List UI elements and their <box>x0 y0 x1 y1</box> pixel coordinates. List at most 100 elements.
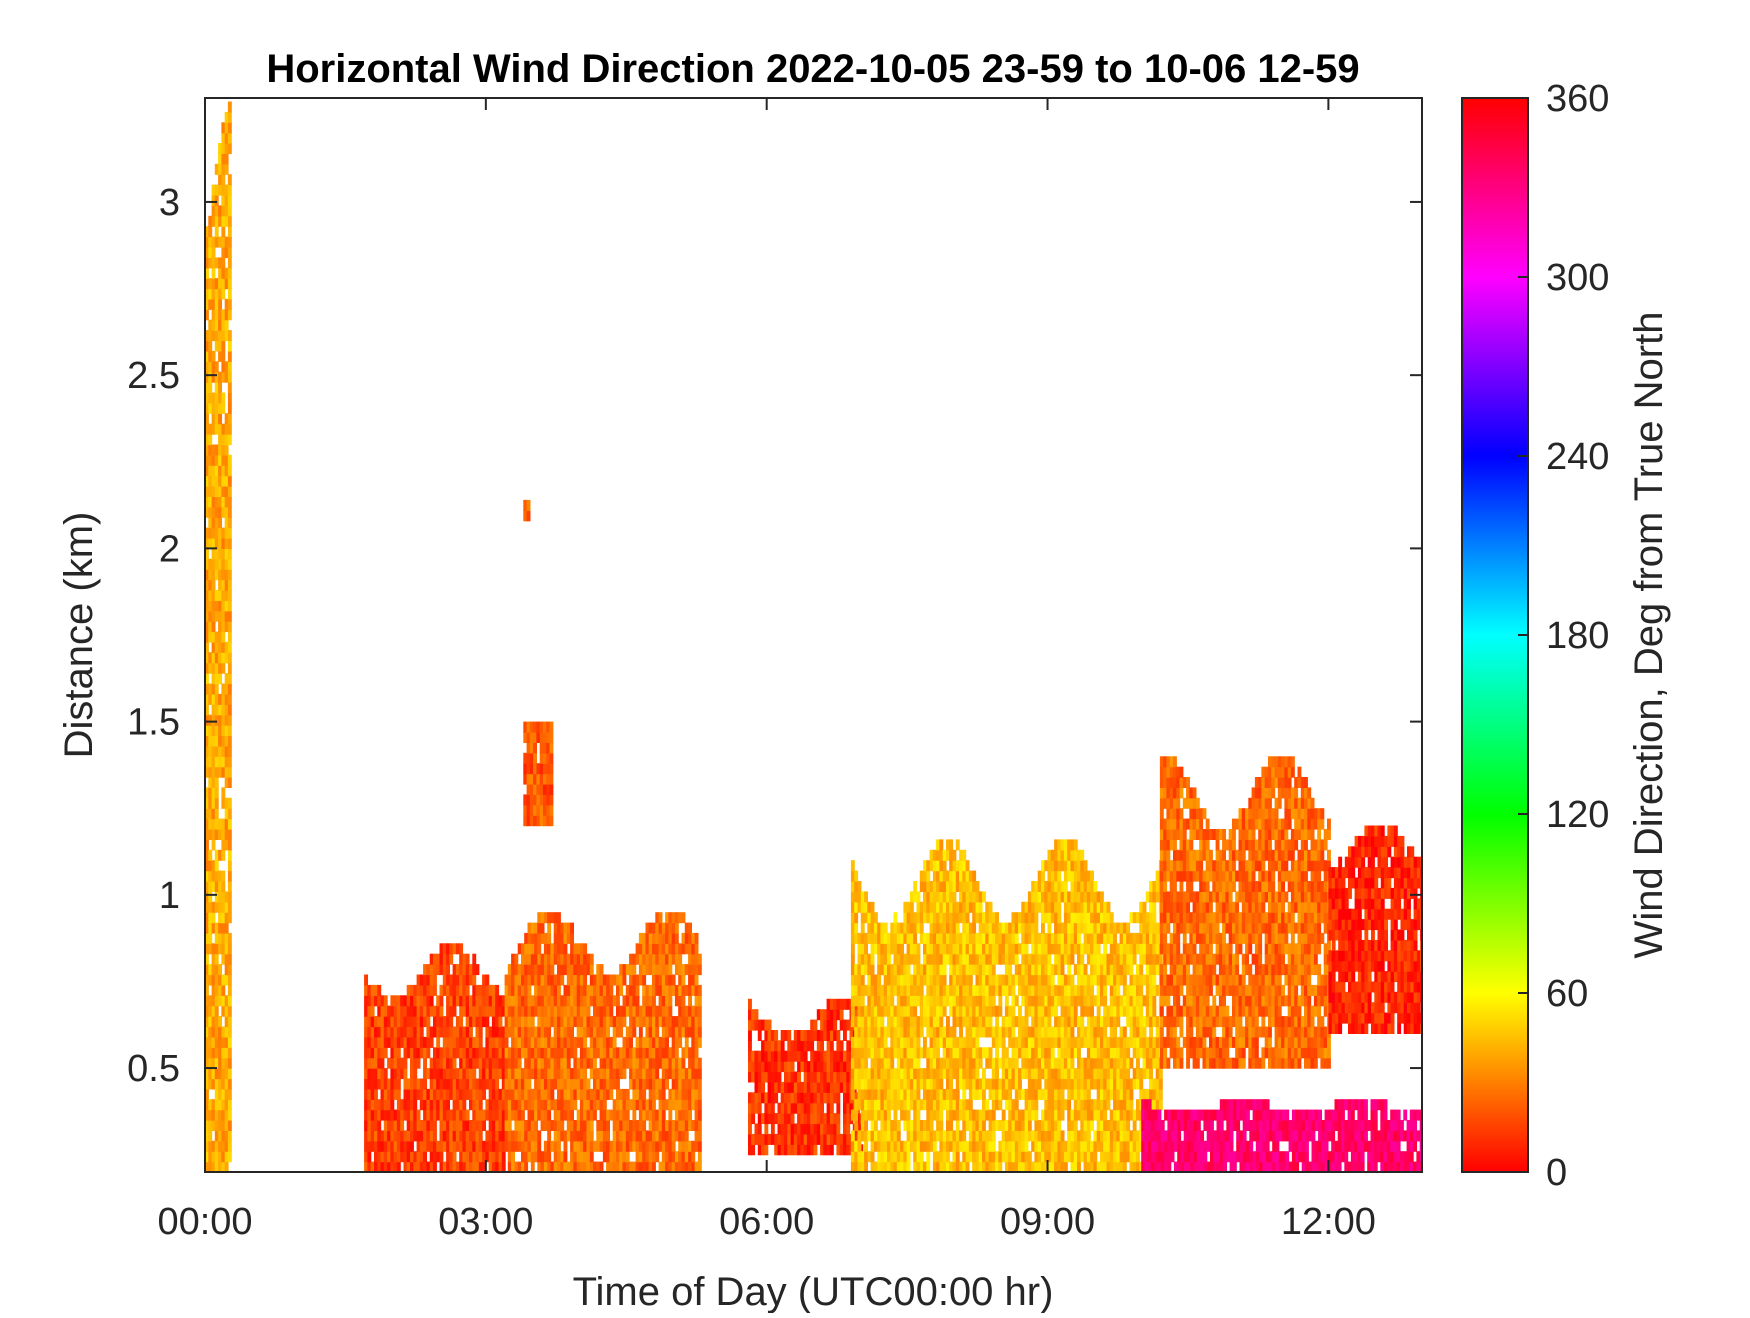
heatmap-cell <box>218 548 222 560</box>
heatmap-cell <box>211 454 216 466</box>
heatmap-cell <box>780 1092 785 1104</box>
heatmap-cell <box>455 974 460 986</box>
heatmap-cell <box>674 1130 679 1142</box>
heatmap-cell <box>767 1113 772 1125</box>
heatmap-cell <box>423 1109 427 1121</box>
heatmap-cell <box>946 881 950 892</box>
heatmap-cell <box>826 1040 831 1052</box>
heatmap-cell <box>211 1099 216 1111</box>
heatmap-cell <box>609 995 614 1007</box>
heatmap-cell <box>661 1005 666 1017</box>
heatmap-cell <box>387 1016 391 1028</box>
heatmap-cell <box>906 1120 911 1131</box>
heatmap-cell <box>648 1151 653 1163</box>
heatmap-cell <box>224 413 229 425</box>
heatmap-cell <box>566 995 571 1007</box>
heatmap-cell <box>648 1130 653 1142</box>
heatmap-cell <box>530 974 535 986</box>
heatmap-cell <box>629 1068 633 1080</box>
heatmap-cell <box>652 1130 656 1142</box>
heatmap-cell <box>681 912 686 924</box>
heatmap-cell <box>455 1120 460 1131</box>
heatmap-cell <box>972 1120 977 1131</box>
heatmap-cell <box>684 1078 689 1090</box>
heatmap-cell <box>527 943 532 955</box>
heatmap-cell <box>655 1026 660 1038</box>
heatmap-cell <box>524 943 529 955</box>
heatmap-cell <box>1008 1078 1013 1090</box>
heatmap-cell <box>1011 1140 1016 1152</box>
heatmap-cell <box>563 1078 568 1090</box>
heatmap-cell <box>1067 870 1072 882</box>
heatmap-cell <box>205 912 209 924</box>
heatmap-cell <box>952 995 957 1007</box>
heatmap-cell <box>1067 1120 1072 1131</box>
heatmap-cell <box>900 922 904 934</box>
heatmap-cell <box>1018 1068 1022 1080</box>
heatmap-cell <box>570 1161 574 1172</box>
heatmap-cell <box>537 922 542 934</box>
heatmap-cell <box>534 1026 538 1038</box>
heatmap-cell <box>475 1151 480 1163</box>
heatmap-cell <box>227 382 232 394</box>
heatmap-cell <box>890 1005 895 1017</box>
heatmap-cell <box>211 1120 216 1131</box>
heatmap-cell <box>393 1161 398 1172</box>
heatmap-cell <box>563 1036 568 1048</box>
heatmap-cell <box>419 1140 424 1152</box>
heatmap-cell <box>205 683 209 695</box>
heatmap-cell <box>205 247 209 258</box>
heatmap-cell <box>913 964 918 976</box>
heatmap-cell <box>864 1120 868 1131</box>
heatmap-cell <box>367 1047 372 1059</box>
heatmap-cell <box>501 1151 506 1163</box>
heatmap-cell <box>870 1016 875 1028</box>
heatmap-cell <box>843 1123 847 1135</box>
heatmap-cell <box>1063 870 1068 882</box>
heatmap-cell <box>909 1026 914 1038</box>
heatmap-cell <box>813 1144 818 1156</box>
heatmap-cell <box>589 1088 594 1100</box>
heatmap-cell <box>1067 974 1072 986</box>
heatmap-cell <box>1057 1161 1062 1172</box>
heatmap-cell <box>1050 1068 1055 1080</box>
heatmap-cell <box>836 1071 841 1083</box>
heatmap-cell <box>557 1088 561 1100</box>
heatmap-cell <box>665 1016 669 1028</box>
heatmap-cell <box>511 995 515 1007</box>
heatmap-cell <box>903 1005 908 1017</box>
heatmap-cell <box>936 839 940 851</box>
heatmap-cell <box>787 1123 792 1135</box>
heatmap-cell <box>208 797 213 809</box>
heatmap-cell <box>449 1016 454 1028</box>
heatmap-cell <box>524 1120 529 1131</box>
heatmap-cell <box>684 1161 689 1172</box>
heatmap-cell <box>524 1068 529 1080</box>
heatmap-cell <box>501 1120 506 1131</box>
heatmap-cell <box>599 1130 604 1142</box>
heatmap-cell <box>413 1047 418 1059</box>
heatmap-cell <box>959 932 963 944</box>
heatmap-cell <box>488 1026 493 1038</box>
heatmap-cell <box>377 1068 382 1080</box>
heatmap-cell <box>227 517 232 529</box>
heatmap-cell <box>524 1016 529 1028</box>
heatmap-cell <box>1018 964 1022 976</box>
heatmap-cell <box>684 1047 689 1059</box>
heatmap-cell <box>968 1109 973 1121</box>
heatmap-cell <box>681 1161 686 1172</box>
heatmap-cell <box>436 1088 441 1100</box>
heatmap-cell <box>955 995 960 1007</box>
heatmap-cell <box>754 1092 759 1104</box>
heatmap-cell <box>364 995 368 1007</box>
heatmap-cell <box>570 932 574 944</box>
heatmap-cell <box>612 1120 617 1131</box>
heatmap-cell <box>642 1057 647 1069</box>
heatmap-cell <box>211 184 216 196</box>
heatmap-cell <box>1021 964 1026 976</box>
heatmap-cell <box>455 995 460 1007</box>
heatmap-cell <box>790 1092 795 1104</box>
heatmap-cell <box>1063 943 1068 955</box>
heatmap-cell <box>671 1161 676 1172</box>
heatmap-cell <box>380 1078 385 1090</box>
